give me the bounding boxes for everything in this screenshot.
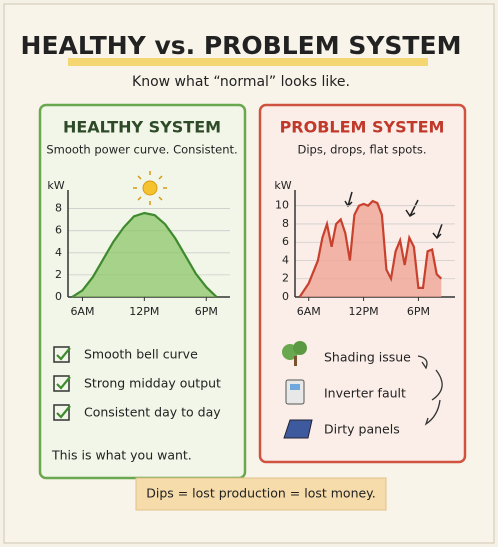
checkmark bbox=[56, 347, 71, 361]
x-tick-label: 6AM bbox=[70, 305, 94, 318]
y-tick-label: 2 bbox=[55, 268, 62, 281]
checklist: Smooth bell curve Strong midday output Con… bbox=[53, 346, 221, 421]
checkmark bbox=[56, 405, 71, 419]
y-tick-label: 8 bbox=[282, 217, 289, 230]
checkbox bbox=[53, 375, 70, 392]
checklist-item: Smooth bell curve bbox=[84, 347, 198, 362]
y-tick-label: 4 bbox=[282, 253, 289, 266]
panel-subtitle: Dips, drops, flat spots. bbox=[297, 143, 426, 157]
sun-icon bbox=[133, 171, 167, 205]
checkbox bbox=[53, 404, 70, 421]
panel-subtitle: Smooth power curve. Consistent. bbox=[46, 143, 237, 157]
callout-box bbox=[135, 477, 387, 511]
y-tick-label: 8 bbox=[55, 202, 62, 215]
cause-arrows bbox=[417, 355, 443, 426]
cause-item: Inverter fault bbox=[324, 386, 406, 401]
panel-title: PROBLEM SYSTEM bbox=[280, 118, 445, 137]
checklist-item: Consistent day to day bbox=[84, 405, 221, 420]
cause-icons bbox=[282, 341, 313, 439]
panel-footer: This is what you want. bbox=[51, 448, 192, 463]
area-line bbox=[298, 199, 443, 298]
title-underline bbox=[68, 58, 428, 66]
y-axis-label: kW bbox=[274, 179, 291, 192]
cause-list: Shading issue Inverter fault Dirty panels bbox=[324, 350, 411, 437]
y-tick-label: 6 bbox=[282, 235, 289, 248]
subtitle: Know what “normal” looks like. bbox=[132, 74, 350, 90]
y-tick-label: 4 bbox=[55, 246, 62, 259]
area-fill bbox=[299, 201, 442, 297]
title: HEALTHY vs. PROBLEM SYSTEM bbox=[21, 31, 462, 60]
y-tick-label: 6 bbox=[55, 224, 62, 237]
y-axis-label: kW bbox=[47, 179, 64, 192]
y-tick-label: 10 bbox=[275, 199, 289, 212]
checklist-item: Strong midday output bbox=[84, 376, 221, 391]
cause-item: Dirty panels bbox=[324, 422, 400, 437]
cause-item: Shading issue bbox=[324, 350, 411, 365]
problem-arrows bbox=[344, 191, 443, 240]
x-tick-label: 6PM bbox=[407, 305, 430, 318]
y-tick-label: 0 bbox=[55, 290, 62, 303]
y-tick-label: 0 bbox=[282, 290, 289, 303]
panel-title: HEALTHY SYSTEM bbox=[63, 118, 221, 137]
x-tick-label: 6PM bbox=[195, 305, 218, 318]
callout: Dips = lost production = lost money. bbox=[146, 486, 376, 501]
area-line bbox=[71, 211, 218, 298]
x-tick-label: 6AM bbox=[297, 305, 321, 318]
checkbox bbox=[53, 346, 70, 363]
area-fill bbox=[72, 213, 217, 297]
checkmark bbox=[56, 376, 71, 390]
x-tick-label: 12PM bbox=[129, 305, 159, 318]
x-tick-label: 12PM bbox=[349, 305, 379, 318]
y-tick-label: 2 bbox=[282, 272, 289, 285]
